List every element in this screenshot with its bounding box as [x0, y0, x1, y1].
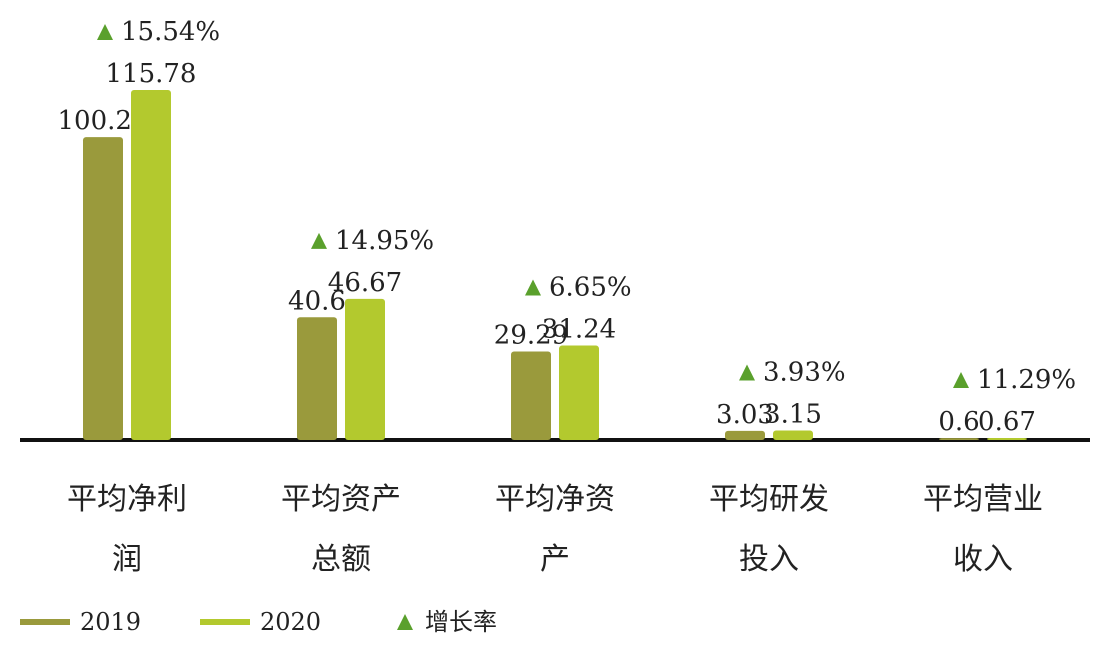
growth-marker — [97, 24, 113, 40]
x-tick-label: 平均净资产 — [495, 470, 615, 590]
growth-marker — [953, 372, 969, 388]
growth-label: 15.54% — [121, 17, 220, 47]
growth-marker — [311, 233, 327, 249]
bar — [725, 431, 765, 440]
bar — [511, 351, 551, 440]
growth-label: 6.65% — [549, 273, 632, 303]
bar — [345, 299, 385, 440]
bar — [939, 438, 979, 440]
legend-label: 增长率 — [425, 608, 497, 636]
growth-label: 3.93% — [763, 357, 846, 387]
value-label: 31.24 — [542, 315, 616, 345]
legend-label: 2020 — [260, 608, 321, 636]
bar — [297, 317, 337, 440]
value-label: 0.67 — [978, 407, 1036, 437]
bar — [987, 438, 1027, 440]
bar — [773, 430, 813, 440]
x-tick-label: 平均研发投入 — [709, 470, 829, 590]
x-tick-label: 平均营业收入 — [923, 470, 1043, 590]
page: {"chart_data": {"type": "bar", "categori… — [0, 0, 1110, 647]
growth-label: 14.95% — [335, 226, 434, 256]
bar — [131, 90, 171, 440]
bar — [83, 137, 123, 440]
x-tick-label: 平均资产总额 — [281, 470, 401, 590]
x-tick-label: 平均净利润 — [67, 470, 187, 590]
value-label: 0.6 — [938, 407, 979, 437]
value-label: 115.78 — [106, 59, 197, 89]
legend-label: 2019 — [80, 608, 141, 636]
growth-marker — [525, 280, 541, 296]
growth-label: 11.29% — [977, 365, 1076, 395]
value-label: 46.67 — [328, 268, 402, 298]
bar — [559, 346, 599, 440]
growth-marker — [739, 364, 755, 380]
value-label: 3.15 — [764, 399, 822, 429]
legend-swatch — [397, 614, 413, 630]
